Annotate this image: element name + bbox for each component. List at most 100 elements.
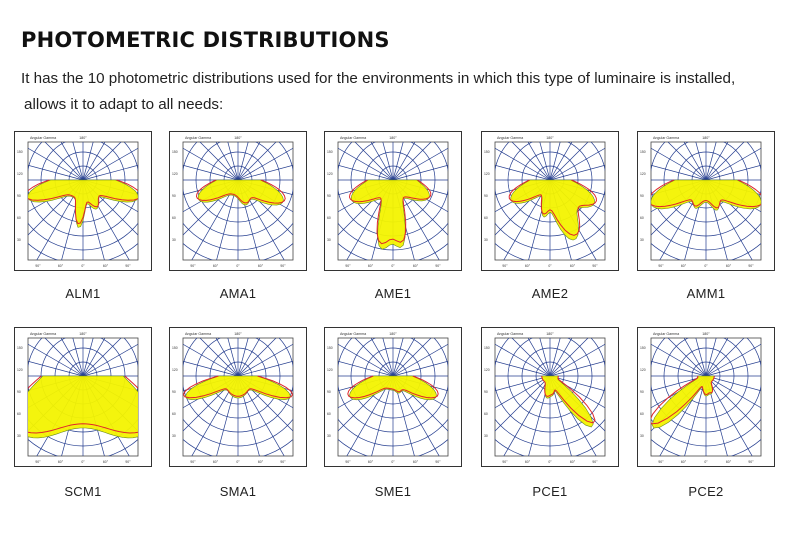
diagram-header-label: Angular Gamma <box>185 136 211 140</box>
ring-scale-label: 120 <box>327 368 333 372</box>
ring-scale-label: 30 <box>17 238 21 242</box>
ring-scale-label: 120 <box>172 172 178 176</box>
light-distribution-shape <box>197 179 284 206</box>
intro-line-1: It has the 10 photometric distributions … <box>21 70 736 87</box>
ring-scale-label: 90 <box>172 390 176 394</box>
distribution-panel: Angular Gamma 180° 150 120 90 60 30 90° 60° 0° 60°… <box>324 327 462 467</box>
bottom-angle-label: 90° <box>435 264 441 268</box>
ring-scale-label: 90 <box>484 194 488 198</box>
ring-scale-label: 150 <box>484 150 490 154</box>
diagram-header-label: Angular Gamma <box>340 332 366 336</box>
ring-scale-label: 30 <box>172 434 176 438</box>
polar-diagram: Angular Gamma 180° 150 120 90 60 30 90° 60° 0° 60°… <box>324 327 462 467</box>
bottom-angle-label: 0° <box>236 264 240 268</box>
ring-scale-label: 30 <box>172 238 176 242</box>
light-distribution-outline <box>651 179 761 209</box>
distribution-label: SCM1 <box>64 484 102 499</box>
polar-grid <box>495 142 605 260</box>
bottom-angle-label: 0° <box>81 264 85 268</box>
ring-scale-label: 90 <box>17 194 21 198</box>
light-distribution-outline <box>651 376 715 425</box>
bottom-angle-label: 90° <box>125 460 131 464</box>
bottom-angle-label: 60° <box>58 460 64 464</box>
ring-scale-label: 90 <box>17 390 21 394</box>
light-distribution-outline <box>347 375 439 399</box>
ring-scale-label: 90 <box>640 390 644 394</box>
bottom-angle-label: 0° <box>391 460 395 464</box>
ring-scale-label: 90 <box>640 194 644 198</box>
polar-grid <box>28 142 138 260</box>
intro-text: It has the 10 photometric distributions … <box>21 66 791 118</box>
distribution-panel: Angular Gamma 180° 150 120 90 60 30 90° 60° 0° 60°… <box>481 131 619 271</box>
distribution-panel: Angular Gamma 180° 150 120 90 60 30 90° 60° 0° 60°… <box>324 131 462 271</box>
diagram-header-angle: 180° <box>79 332 87 336</box>
bottom-angle-label: 60° <box>681 264 687 268</box>
light-distribution-outline <box>28 375 138 434</box>
light-distribution-shape <box>28 375 138 439</box>
polar-diagram: Angular Gamma 180° 150 120 90 60 30 90° 60° 0° 60°… <box>169 327 307 467</box>
bottom-angle-label: 60° <box>726 264 732 268</box>
ring-scale-label: 90 <box>327 390 331 394</box>
ring-scale-label: 150 <box>17 150 23 154</box>
distribution-label: AMA1 <box>219 286 257 301</box>
ring-scale-label: 90 <box>484 390 488 394</box>
ring-scale-label: 150 <box>327 150 333 154</box>
ring-scale-label: 60 <box>640 412 644 416</box>
polar-diagram: Angular Gamma 180° 150 120 90 60 30 90° 60° 0° 60°… <box>481 131 619 271</box>
bottom-angle-label: 60° <box>681 460 687 464</box>
light-distribution-outline <box>28 179 138 225</box>
ring-scale-label: 90 <box>327 194 331 198</box>
bottom-angle-label: 60° <box>258 264 264 268</box>
distribution-label: PCE1 <box>532 484 568 499</box>
bottom-angle-label: 60° <box>570 264 576 268</box>
diagram-header-label: Angular Gamma <box>653 332 679 336</box>
diagram-header-angle: 180° <box>702 332 710 336</box>
bottom-angle-label: 0° <box>548 264 552 268</box>
bottom-angle-label: 60° <box>570 460 576 464</box>
bottom-angle-label: 90° <box>190 264 196 268</box>
diagram-header-label: Angular Gamma <box>30 332 56 336</box>
diagram-header-label: Angular Gamma <box>30 136 56 140</box>
polar-diagram: Angular Gamma 180° 150 120 90 60 30 90° 60° 0° 60°… <box>637 131 775 271</box>
ring-scale-label: 30 <box>484 238 488 242</box>
bottom-angle-label: 0° <box>548 460 552 464</box>
ring-scale-label: 30 <box>640 434 644 438</box>
ring-scale-label: 150 <box>484 346 490 350</box>
ring-scale-label: 60 <box>172 216 176 220</box>
light-distribution-outline <box>508 179 597 236</box>
bottom-angle-label: 90° <box>592 264 598 268</box>
bottom-angle-label: 0° <box>704 264 708 268</box>
distribution-panel: Angular Gamma 180° 150 120 90 60 30 90° 60° 0° 60°… <box>14 131 152 271</box>
distribution-panel: Angular Gamma 180° 150 120 90 60 30 90° 60° 0° 60°… <box>637 131 775 271</box>
ring-scale-label: 120 <box>640 368 646 372</box>
polar-diagram: Angular Gamma 180° 150 120 90 60 30 90° 60° 0° 60°… <box>324 131 462 271</box>
bottom-angle-label: 60° <box>213 264 219 268</box>
diagram-header-label: Angular Gamma <box>185 332 211 336</box>
light-distribution-outline <box>195 179 286 204</box>
ring-scale-label: 60 <box>484 412 488 416</box>
ring-scale-label: 30 <box>327 434 331 438</box>
distribution-label: AMM1 <box>686 286 726 301</box>
bottom-angle-label: 90° <box>345 460 351 464</box>
diagram-header-angle: 180° <box>546 332 554 336</box>
diagram-header-angle: 180° <box>389 136 397 140</box>
intro-line-2: allows it to adapt to all needs: <box>24 96 224 113</box>
bottom-angle-label: 0° <box>81 460 85 464</box>
bottom-angle-label: 60° <box>58 264 64 268</box>
bottom-angle-label: 0° <box>704 460 708 464</box>
polar-diagram: Angular Gamma 180° 150 120 90 60 30 90° 60° 0° 60°… <box>14 327 152 467</box>
bottom-angle-label: 90° <box>35 460 41 464</box>
ring-scale-label: 30 <box>327 238 331 242</box>
diagram-header-angle: 180° <box>234 332 242 336</box>
polar-grid <box>495 338 605 456</box>
bottom-angle-label: 90° <box>435 460 441 464</box>
diagram-header-angle: 180° <box>234 136 242 140</box>
polar-diagram: Angular Gamma 180° 150 120 90 60 30 90° 60° 0° 60°… <box>481 327 619 467</box>
polar-grid <box>28 338 138 456</box>
distribution-label: AME1 <box>374 286 412 301</box>
polar-diagram: Angular Gamma 180° 150 120 90 60 30 90° 60° 0° 60°… <box>637 327 775 467</box>
light-distribution-outline <box>348 179 432 245</box>
polar-diagram: Angular Gamma 180° 150 120 90 60 30 90° 60° 0° 60°… <box>169 131 307 271</box>
bottom-angle-label: 60° <box>525 264 531 268</box>
bottom-angle-label: 90° <box>345 264 351 268</box>
